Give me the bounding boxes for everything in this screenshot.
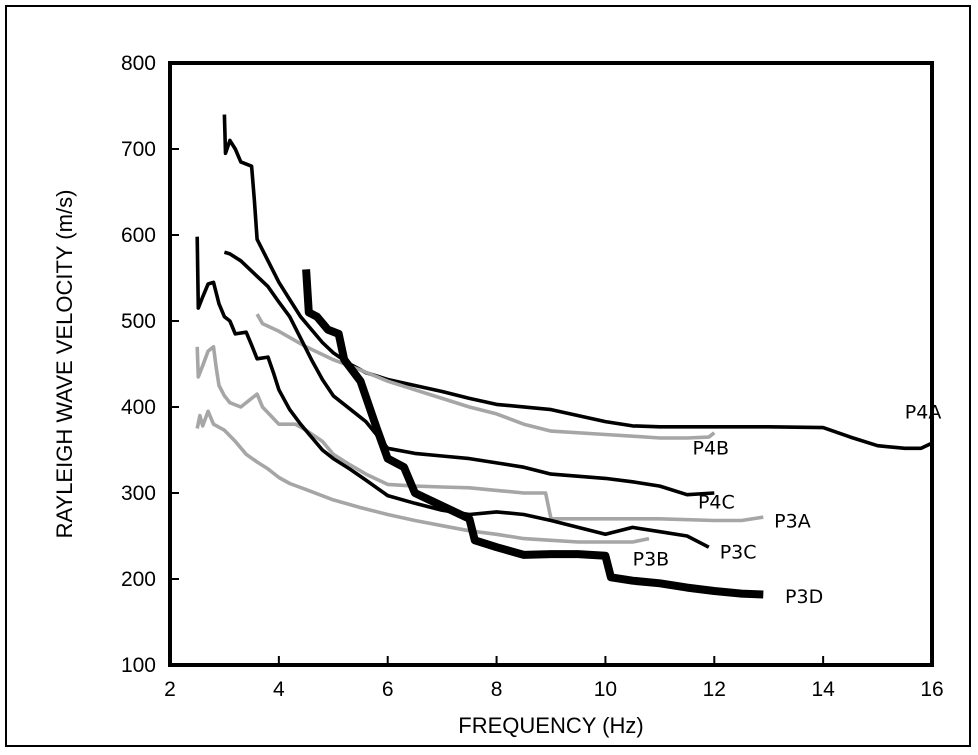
series-label-p4a: P4A [905, 401, 942, 423]
x-tick-label: 12 [703, 678, 726, 701]
x-tick-label: 4 [273, 678, 285, 701]
y-tick-label: 700 [121, 138, 156, 161]
series-line-p3d [302, 269, 764, 599]
x-tick-label: 14 [811, 678, 835, 701]
series-label-p4c: P4C [698, 492, 735, 514]
series-layer [195, 114, 933, 599]
y-tick-label: 500 [121, 310, 156, 333]
series-label-p3c: P3C [720, 541, 757, 563]
series-line-p3b [195, 409, 650, 544]
x-axis-title: FREQUENCY (Hz) [458, 713, 643, 738]
series-label-p4b: P4B [693, 437, 730, 459]
x-tick-label: 2 [164, 678, 176, 701]
series-label-p3d: P3D [785, 586, 823, 608]
series-line-p3c [195, 236, 710, 549]
x-tick-label: 16 [920, 678, 943, 701]
series-line-p3a [195, 345, 764, 523]
y-tick-label: 300 [121, 482, 156, 505]
ticks-layer: 2 4 6 8 10 12 14 16 100 200 300 400 500 600 700 800 [121, 52, 944, 701]
x-tick-label: 10 [594, 678, 617, 701]
x-tick-label: 8 [491, 678, 503, 701]
series-line-p4a [222, 114, 933, 451]
y-tick-label: 100 [121, 654, 156, 677]
series-label-p3a: P3A [774, 511, 811, 533]
x-tick-label: 6 [382, 678, 394, 701]
y-tick-label: 400 [121, 396, 156, 419]
chart-frame [5, 5, 971, 747]
series-labels-layer: P4A P4B P4C P3A P3B P3C P3D [633, 401, 942, 608]
plot-area-border [168, 61, 934, 667]
y-axis-title: RAYLEIGH WAVE VELOCITY (m/s) [52, 190, 77, 539]
series-line-p4c [223, 250, 715, 497]
y-tick-label: 600 [121, 224, 156, 247]
y-tick-label: 200 [121, 568, 156, 591]
y-tick-label: 800 [121, 52, 156, 75]
series-label-p3b: P3B [633, 548, 670, 570]
